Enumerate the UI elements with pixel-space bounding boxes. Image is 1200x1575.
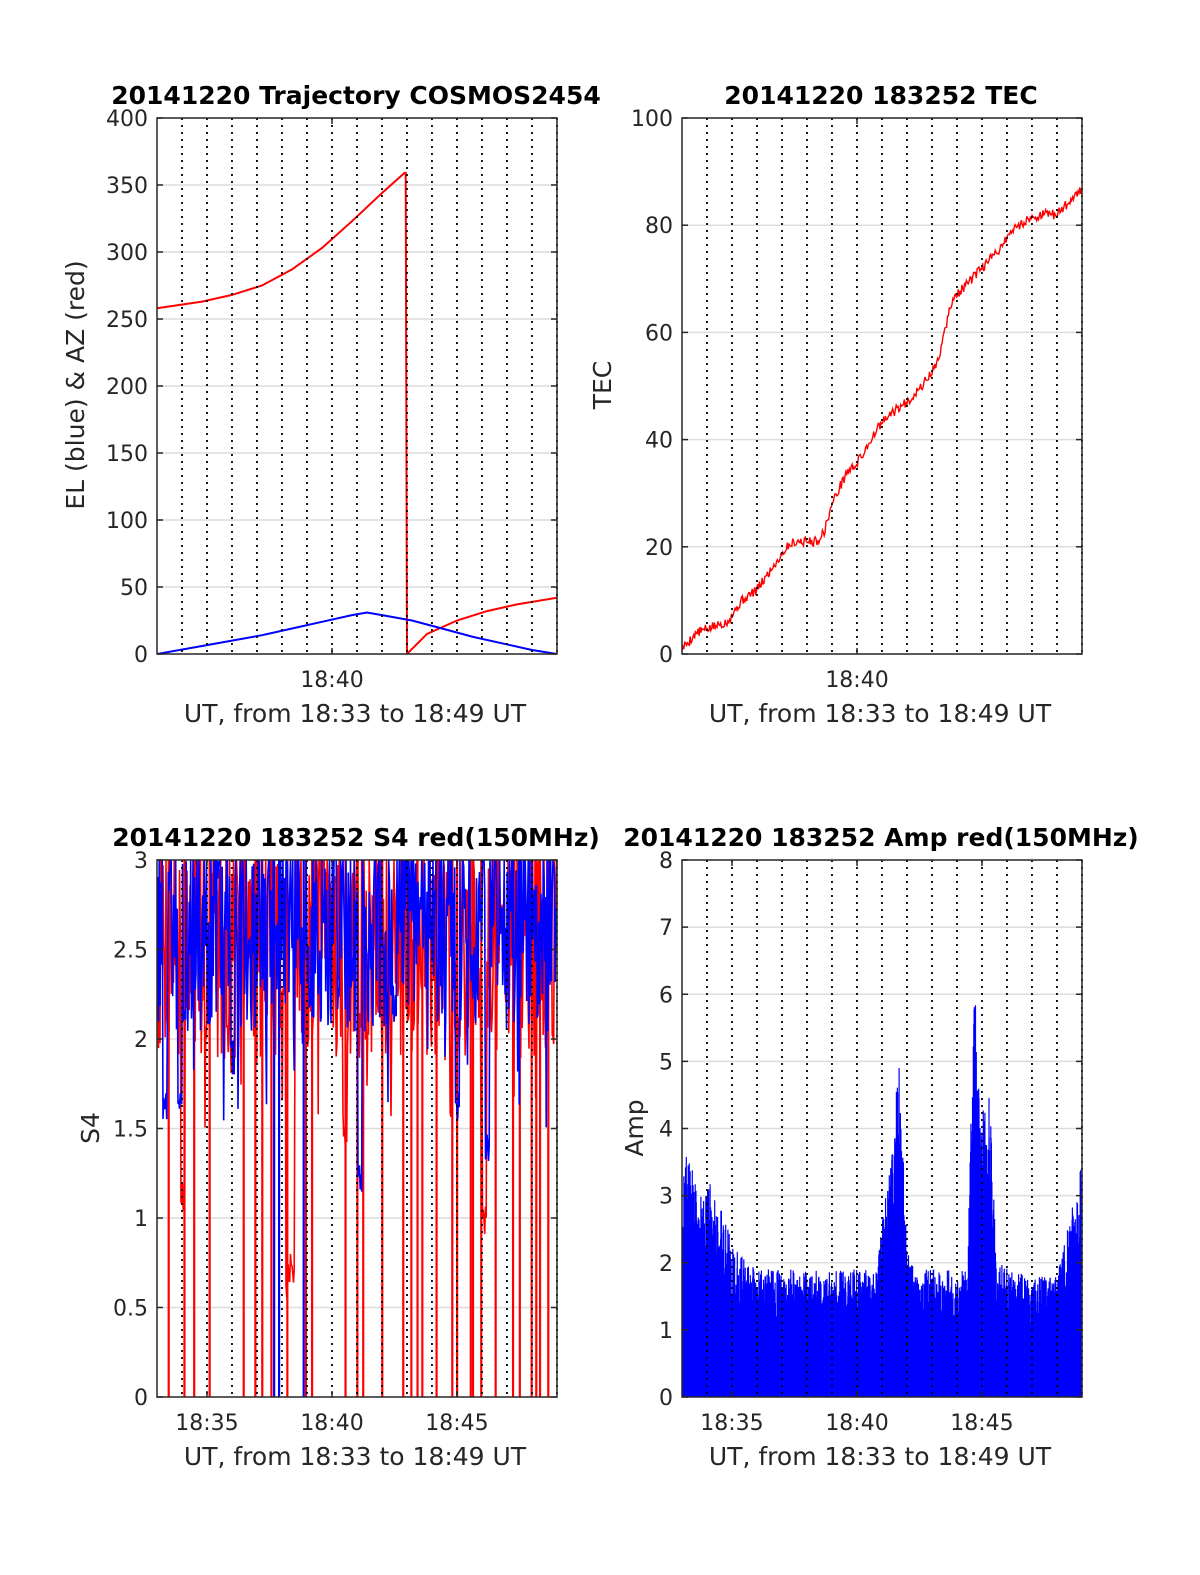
tec-series-group [682,187,1082,652]
amp-ytick-label: 1 [659,1319,673,1344]
traj-ytick-label: 300 [106,241,148,266]
amp-series-group [682,1005,1082,1397]
s4-series-blue [157,860,557,1192]
traj-ytick-label: 50 [120,576,148,601]
traj-xtick-label: 18:40 [300,668,363,693]
tec-ytick-label: 40 [645,429,673,454]
traj-series-blue [157,611,557,654]
traj-ytick-label: 0 [134,643,148,668]
amp-ytick-label: 3 [659,1185,673,1210]
amp-ytick-label: 8 [659,849,673,874]
s4-series-group [157,860,557,1397]
traj-series-group [157,171,557,654]
s4-ytick-label: 2.5 [113,939,148,964]
tec-ytick-label: 0 [659,643,673,668]
tec-series-red [682,187,1082,652]
tec-ytick-label: 60 [645,321,673,346]
s4-xlabel: UT, from 18:33 to 18:49 UT [184,1442,527,1471]
traj-ytick-label: 150 [106,442,148,467]
amp-ytick-label: 6 [659,983,673,1008]
amp-title: 20141220 183252 Amp red(150MHz) [623,823,1139,852]
tec-xtick-label: 18:40 [825,668,888,693]
amp-series-blue [682,1005,1082,1397]
amp-xtick-label: 18:35 [700,1411,763,1436]
tec-xlabel: UT, from 18:33 to 18:49 UT [709,699,1052,728]
traj-ytick-label: 100 [106,509,148,534]
tec-ytick-label: 100 [631,107,673,132]
amp-xtick-label: 18:45 [950,1411,1013,1436]
trajectory-panel: 20141220 Trajectory COSMOS2454 UT, from … [61,81,601,728]
s4-ytick-label: 0.5 [113,1297,148,1322]
amp-ytick-label: 7 [659,916,673,941]
amp-ylabel: Amp [620,1099,649,1156]
amp-xtick-label: 18:40 [825,1411,888,1436]
amp-ytick-label: 0 [659,1386,673,1411]
traj-ytick-label: 250 [106,308,148,333]
trajectory-ylabel: EL (blue) & AZ (red) [61,260,90,509]
amp-xlabel: UT, from 18:33 to 18:49 UT [709,1442,1052,1471]
s4-xtick-label: 18:35 [175,1411,238,1436]
s4-ytick-label: 0 [134,1386,148,1411]
amp-ytick-label: 5 [659,1050,673,1075]
s4-xtick-label: 18:40 [300,1411,363,1436]
tec-panel: 20141220 183252 TEC UT, from 18:33 to 18… [588,81,1083,728]
amp-panel: 20141220 183252 Amp red(150MHz) UT, from… [620,823,1139,1471]
traj-ytick-label: 350 [106,174,148,199]
tec-ytick-label: 80 [645,214,673,239]
s4-ytick-label: 1.5 [113,1118,148,1143]
s4-ytick-label: 1 [134,1207,148,1232]
tec-title: 20141220 183252 TEC [724,81,1037,110]
amp-ytick-label: 4 [659,1118,673,1143]
s4-xtick-label: 18:45 [425,1411,488,1436]
trajectory-xlabel: UT, from 18:33 to 18:49 UT [184,699,527,728]
s4-title: 20141220 183252 S4 red(150MHz) [112,823,600,852]
amp-ytick-label: 2 [659,1252,673,1277]
tec-ytick-label: 20 [645,536,673,561]
traj-ytick-label: 400 [106,107,148,132]
s4-ytick-label: 2 [134,1028,148,1053]
traj-series-red [157,171,557,654]
s4-ytick-label: 3 [134,849,148,874]
traj-ytick-label: 200 [106,375,148,400]
s4-ylabel: S4 [76,1112,105,1144]
trajectory-title: 20141220 Trajectory COSMOS2454 [111,81,601,110]
tec-axes-box [681,117,1083,655]
tec-ylabel: TEC [588,361,617,411]
s4-panel: 20141220 183252 S4 red(150MHz) UT, from … [76,823,600,1471]
